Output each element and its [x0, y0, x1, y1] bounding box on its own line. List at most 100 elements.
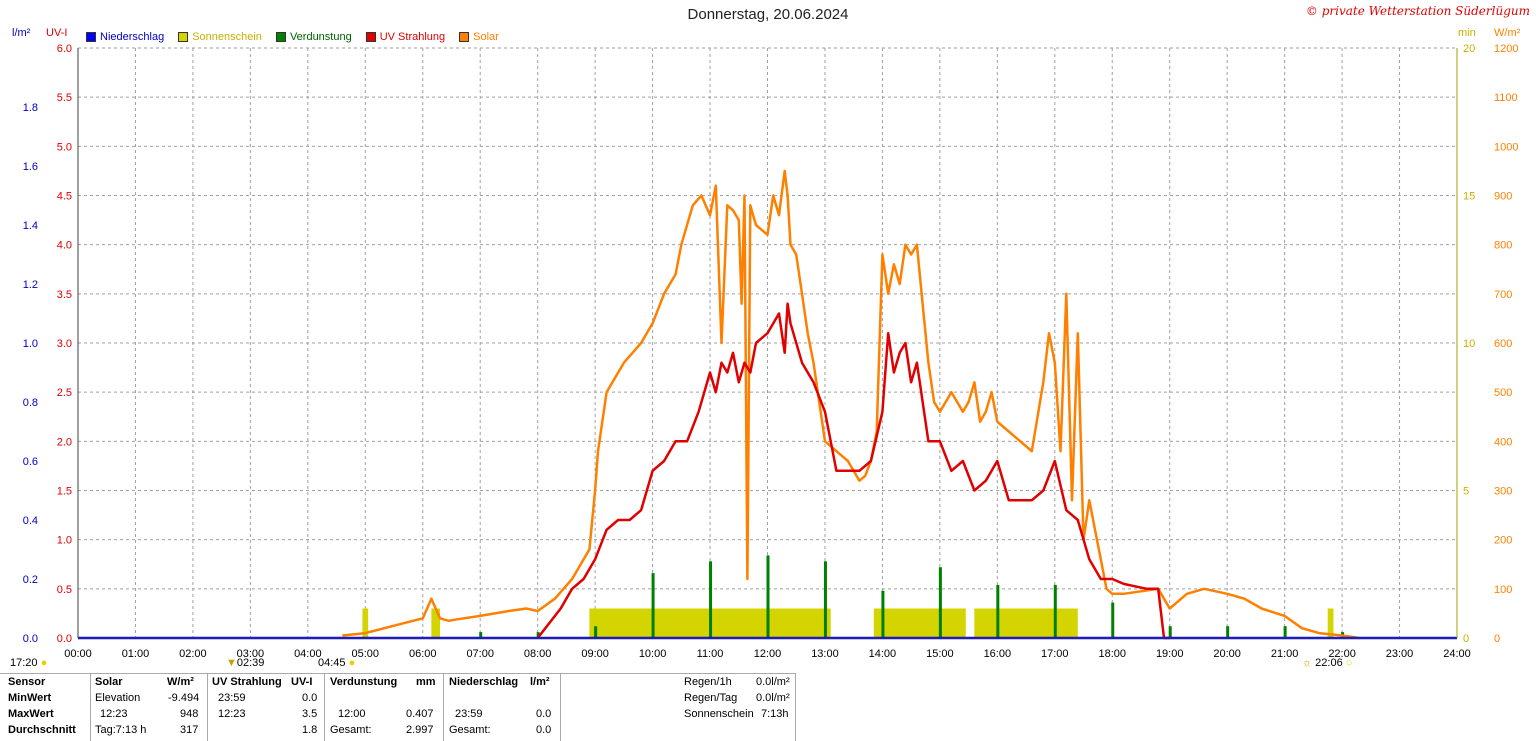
solar-tick-label: 200: [1494, 535, 1512, 547]
solar-tick-label: 500: [1494, 387, 1512, 399]
sunshine-bar: [873, 608, 966, 638]
legend-label-rain: Niederschlag: [100, 31, 165, 43]
stats-evap-total-label: Gesamt:: [330, 724, 372, 736]
evaporation-bars: [479, 555, 1345, 638]
right-unit-solar: W/m²: [1494, 27, 1521, 39]
left-unit-uv: UV-I: [46, 27, 68, 39]
x-tick-label: 14:00: [869, 648, 897, 660]
legend: Niederschlag Sonnenschein Verdunstung UV…: [86, 31, 499, 43]
evaporation-bar: [1226, 626, 1230, 638]
solar-tick-label: 400: [1494, 436, 1512, 448]
legend-item-uv: UV Strahlung: [365, 31, 446, 43]
legend-swatch-rain: [86, 32, 96, 42]
stats-solar-unit: W/m²: [167, 676, 194, 688]
stats-divider-4: [443, 673, 444, 741]
x-tick-label: 17:00: [1041, 648, 1069, 660]
stats-rain-day: 0.0l/m²: [756, 692, 790, 704]
marker-sunset-prev: 17:20 ●: [10, 657, 48, 669]
uv-tick-label: 2.0: [57, 436, 72, 448]
evaporation-bar: [651, 573, 655, 638]
stats-solar-head: Solar: [95, 676, 123, 688]
x-tick-label: 12:00: [754, 648, 782, 660]
solar-tick-label: 1000: [1494, 141, 1518, 153]
legend-item-evap: Verdunstung: [275, 31, 352, 43]
uv-tick-label: 4.5: [57, 191, 72, 203]
evaporation-bar: [1111, 602, 1115, 638]
sunshine-bars: [362, 608, 1334, 638]
stats-uv-avg: 1.8: [302, 724, 318, 736]
legend-swatch-uv: [365, 32, 376, 42]
stats-solar-max-time: 12:23: [100, 708, 128, 720]
stats-row-min: MinWert: [8, 692, 52, 704]
stats-row-max: MaxWert: [8, 708, 54, 720]
stats-uv-min: 0.0: [302, 692, 318, 704]
rain-tick-label: 0.4: [23, 515, 38, 527]
rain-tick-label: 1.6: [23, 161, 38, 173]
stats-evap-total: 2.997: [406, 724, 434, 736]
solar-tick-label: 1100: [1494, 92, 1518, 104]
stats-sun-label: Sonnenschein: [684, 708, 754, 720]
stats-rain-1h: 0.0l/m²: [756, 676, 790, 688]
evaporation-bar: [1168, 626, 1172, 638]
rain-tick-label: 1.8: [23, 102, 38, 114]
x-tick-label: 18:00: [1098, 648, 1126, 660]
x-tick-label: 08:00: [524, 648, 552, 660]
uv-tick-label: 5.0: [57, 141, 72, 153]
uv-tick-label: 1.0: [57, 535, 72, 547]
stats-divider-2: [207, 673, 208, 741]
evaporation-bar: [1283, 626, 1287, 638]
sunshine-bar: [767, 608, 831, 638]
x-tick-label: 11:00: [697, 648, 724, 660]
min-tick-label: 5: [1463, 486, 1469, 498]
chart-grid: [77, 47, 1458, 639]
x-tick-label: 21:00: [1271, 648, 1299, 660]
legend-swatch-solar: [459, 32, 470, 42]
sunshine-bar: [1327, 608, 1334, 638]
rain-tick-label: 0.2: [23, 574, 38, 586]
min-tick-label: 0: [1463, 633, 1469, 645]
x-tick-label: 02:00: [179, 648, 207, 660]
x-tick-label: 00:00: [64, 648, 92, 660]
legend-item-rain: Niederschlag: [86, 31, 164, 43]
sunshine-bar: [431, 608, 440, 638]
stats-uv-unit: UV-I: [291, 676, 313, 688]
stats-solar-avg-label: Tag:7:13 h: [95, 724, 147, 736]
uv-tick-label: 2.5: [57, 387, 72, 399]
solar-tick-label: 0: [1494, 633, 1500, 645]
stats-divider-1: [90, 673, 91, 741]
rain-tick-label: 0.0: [23, 633, 38, 645]
right-unit-min: min: [1458, 27, 1476, 39]
uv-tick-label: 0.0: [57, 633, 72, 645]
uv-line: [536, 302, 1170, 640]
uv-tick-label: 4.0: [57, 240, 72, 252]
min-tick-label: 20: [1463, 43, 1475, 55]
evaporation-bar: [536, 632, 540, 638]
legend-swatch-evap: [275, 32, 286, 42]
legend-label-uv: UV Strahlung: [379, 31, 446, 43]
evaporation-bar: [938, 567, 942, 638]
evaporation-bar: [996, 584, 1000, 638]
stats-divider-3: [324, 673, 325, 741]
evaporation-bar: [881, 590, 885, 638]
stats-rain-min-time: 23:59: [455, 708, 483, 720]
stats-evap-head: Verdunstung: [330, 676, 398, 688]
x-tick-label: 16:00: [984, 648, 1012, 660]
legend-label-sun: Sonnenschein: [192, 31, 262, 43]
x-tick-label: 15:00: [926, 648, 954, 660]
tick-labels: 00:00 01:00 02:00 03:00 04:00 05:00 06:00 07:00…: [23, 43, 1519, 660]
legend-swatch-sun: [178, 32, 189, 42]
x-tick-label: 03:00: [237, 648, 265, 660]
uv-tick-label: 1.5: [57, 486, 72, 498]
legend-item-sun: Sonnenschein: [178, 31, 262, 43]
stats-divider-5: [560, 673, 561, 741]
evaporation-bar: [766, 555, 770, 638]
sunshine-bar: [974, 608, 1078, 638]
stats-uv-head: UV Strahlung: [212, 676, 282, 688]
x-tick-label: 19:00: [1156, 648, 1184, 660]
stats-divider-6: [795, 673, 796, 741]
x-tick-label: 05:00: [352, 648, 380, 660]
rain-tick-label: 1.4: [23, 220, 38, 232]
marker-moon: ▼02:39: [226, 657, 265, 669]
stats-divider-top: [0, 673, 796, 674]
stats-solar-max: 948: [180, 708, 199, 720]
